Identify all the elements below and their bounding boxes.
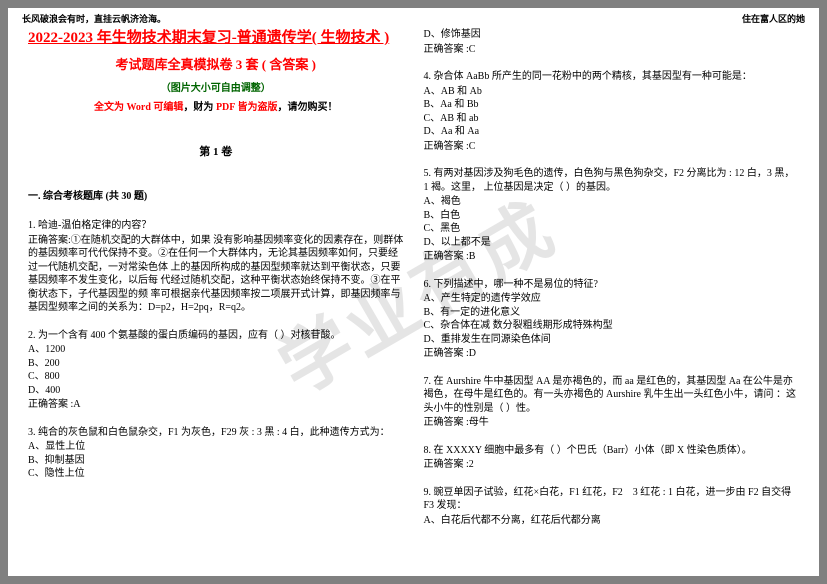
- edit-mid-text: ，财为: [183, 102, 213, 113]
- q6-answer: 正确答案 :D: [424, 347, 800, 361]
- question-5: 5. 有两对基因涉及狗毛色的遗传，白色狗与黑色狗杂交，F2 分离比为 : 12 …: [424, 167, 800, 264]
- q1-ans-text: ①在随机交配的大群体中，如果 没有影响基因频率变化的因素存在，则群体的基因频率可…: [28, 235, 403, 314]
- q2-option-b: B、200: [28, 357, 404, 371]
- right-column: D、修饰基因 正确答案 :C 4. 杂合体 AaBb 所产生的同一花粉中的两个精…: [414, 14, 806, 570]
- q3-stem: 3. 纯合的灰色鼠和白色鼠杂交，F1 为灰色，F29 灰 : 3 黑 : 4 白…: [28, 426, 404, 440]
- q5-option-b: B、白色: [424, 209, 800, 223]
- q6-option-b: B、有一定的进化意义: [424, 306, 800, 320]
- question-3-continued: D、修饰基因 正确答案 :C: [424, 28, 800, 56]
- q4-option-c: C、AB 和 ab: [424, 112, 800, 126]
- q3-answer: 正确答案 :C: [424, 43, 800, 57]
- q3-option-b: B、抑制基因: [28, 454, 404, 468]
- question-1: 1. 哈迪-温伯格定律的内容？ 正确答案:①在随机交配的大群体中，如果 没有影响…: [28, 219, 404, 315]
- edit-suffix-text: ，请勿购买！: [278, 102, 338, 113]
- edit-warning-line: 全文为 Word 可编辑，财为 PDF 皆为盗版，请勿购买！: [28, 101, 404, 115]
- question-7: 7. 在 Aurshire 牛中基因型 AA 是亦褐色的，而 aa 是红色的，其…: [424, 375, 800, 430]
- q6-stem: 6. 下列描述中，哪一种不是易位的特征?: [424, 278, 800, 292]
- question-3: 3. 纯合的灰色鼠和白色鼠杂交，F1 为灰色，F29 灰 : 3 黑 : 4 白…: [28, 426, 404, 481]
- q5-answer: 正确答案 :B: [424, 250, 800, 264]
- q4-option-b: B、Aa 和 Bb: [424, 98, 800, 112]
- question-9: 9. 豌豆单因子试验，红花×白花，F1 红花，F2 3 红花 : 1 白花，进一…: [424, 486, 800, 528]
- q6-option-c: C、杂合体在减 数分裂粗线期形成特殊构型: [424, 319, 800, 333]
- doc-title-sub: 考试题库全真模拟卷 3 套 ( 含答案 ): [28, 56, 404, 74]
- q4-answer: 正确答案 :C: [424, 140, 800, 154]
- question-2: 2. 为一个含有 400 个氨基酸的蛋白质编码的基因，应有（ ）对核苷酸。 A、…: [28, 329, 404, 412]
- q2-option-c: C、800: [28, 370, 404, 384]
- q5-stem: 5. 有两对基因涉及狗毛色的遗传，白色狗与黑色狗杂交，F2 分离比为 : 12 …: [424, 167, 800, 194]
- edit-pdf-text: PDF 皆为盗版: [213, 102, 277, 113]
- q8-stem: 8. 在 XXXXY 细胞中最多有（ ）个巴氏（Barr）小体（即 X 性染色质…: [424, 444, 800, 458]
- q1-stem: 1. 哈迪-温伯格定律的内容？: [28, 219, 404, 233]
- q2-option-a: A、1200: [28, 343, 404, 357]
- q4-stem: 4. 杂合体 AaBb 所产生的同一花粉中的两个精核，其基因型有一种可能是：: [424, 70, 800, 84]
- q9-stem: 9. 豌豆单因子试验，红花×白花，F1 红花，F2 3 红花 : 1 白花，进一…: [424, 486, 800, 513]
- document-page: 学业有成 长风破浪会有时，直挂云帆济沧海。 住在富人区的她 2022-2023 …: [8, 8, 819, 576]
- edit-word-text: 全文为 Word 可编辑: [94, 102, 183, 113]
- doc-title-main: 2022-2023 年生物技术期末复习-普通遗传学( 生物技术 ): [28, 28, 404, 48]
- q5-option-a: A、褐色: [424, 195, 800, 209]
- question-4: 4. 杂合体 AaBb 所产生的同一花粉中的两个精核，其基因型有一种可能是： A…: [424, 70, 800, 153]
- q5-option-d: D、以上都不是: [424, 236, 800, 250]
- q8-answer: 正确答案 :2: [424, 458, 800, 472]
- q1-answer: 正确答案:①在随机交配的大群体中，如果 没有影响基因频率变化的因素存在，则群体的…: [28, 234, 404, 315]
- q2-stem: 2. 为一个含有 400 个氨基酸的蛋白质编码的基因，应有（ ）对核苷酸。: [28, 329, 404, 343]
- q3-option-d: D、修饰基因: [424, 28, 800, 42]
- q7-stem: 7. 在 Aurshire 牛中基因型 AA 是亦褐色的，而 aa 是红色的，其…: [424, 375, 800, 416]
- category-heading: 一. 综合考核题库 (共 30 题): [28, 190, 404, 204]
- q9-option-a: A、白花后代都不分离，红花后代都分离: [424, 514, 800, 528]
- q6-option-d: D、重排发生在同源染色体间: [424, 333, 800, 347]
- question-8: 8. 在 XXXXY 细胞中最多有（ ）个巴氏（Barr）小体（即 X 性染色质…: [424, 444, 800, 472]
- q1-ans-label: 正确答案:: [28, 235, 71, 246]
- q2-option-d: D、400: [28, 384, 404, 398]
- q3-option-a: A、显性上位: [28, 440, 404, 454]
- left-column: 2022-2023 年生物技术期末复习-普通遗传学( 生物技术 ) 考试题库全真…: [22, 14, 414, 570]
- q4-option-a: A、AB 和 Ab: [424, 85, 800, 99]
- section-1-heading: 第 1 卷: [28, 145, 404, 160]
- q2-answer: 正确答案 :A: [28, 398, 404, 412]
- q6-option-a: A、产生特定的遗传学效应: [424, 292, 800, 306]
- q7-answer: 正确答案 :母牛: [424, 416, 800, 430]
- question-6: 6. 下列描述中，哪一种不是易位的特征? A、产生特定的遗传学效应 B、有一定的…: [424, 278, 800, 361]
- image-size-note: （图片大小可自由调整）: [28, 82, 404, 96]
- q3-option-c: C、隐性上位: [28, 467, 404, 481]
- q5-option-c: C、黑色: [424, 222, 800, 236]
- q4-option-d: D、Aa 和 Aa: [424, 125, 800, 139]
